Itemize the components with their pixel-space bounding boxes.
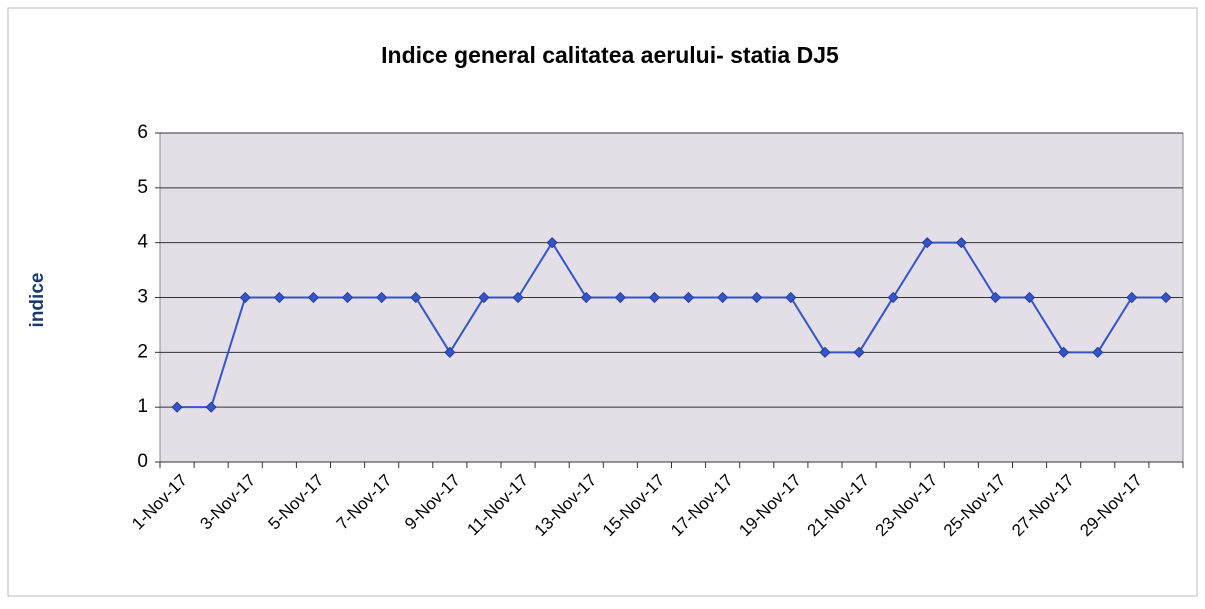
data-point <box>853 346 865 358</box>
y-tick-label: 3 <box>137 287 148 308</box>
data-point <box>1092 346 1104 358</box>
data-point <box>682 291 695 304</box>
data-point <box>239 291 251 304</box>
data-point <box>648 291 661 304</box>
data-point <box>444 346 456 358</box>
data-point <box>1126 291 1138 304</box>
y-tick-label: 5 <box>137 177 148 198</box>
y-axis-label: indice <box>27 273 48 328</box>
data-point <box>341 291 354 304</box>
data-point <box>751 291 763 304</box>
data-point <box>171 401 183 413</box>
data-point <box>478 291 490 304</box>
data-point <box>580 291 592 304</box>
data-point <box>921 237 933 249</box>
data-point <box>376 291 388 304</box>
data-point <box>512 291 524 304</box>
data-point <box>546 237 558 249</box>
data-point <box>989 291 1002 304</box>
data-point <box>1160 291 1172 304</box>
data-point <box>410 291 422 304</box>
data-point <box>785 291 797 304</box>
data-point <box>614 291 626 304</box>
y-tick-label: 6 <box>137 122 148 143</box>
y-tick-label: 0 <box>137 451 148 472</box>
y-tick-label: 1 <box>137 396 148 417</box>
data-point <box>1058 346 1070 358</box>
data-point <box>717 291 729 304</box>
data-point <box>273 291 285 304</box>
data-point <box>955 237 967 249</box>
y-tick-label: 2 <box>137 341 148 362</box>
y-tick-label: 4 <box>137 232 148 253</box>
chart-title: Indice general calitatea aerului- statia… <box>381 42 839 68</box>
series-line <box>177 240 1166 409</box>
data-point <box>887 291 899 304</box>
data-point <box>1023 291 1036 304</box>
data-point <box>205 401 217 413</box>
data-point <box>307 291 320 304</box>
data-point <box>819 346 831 358</box>
